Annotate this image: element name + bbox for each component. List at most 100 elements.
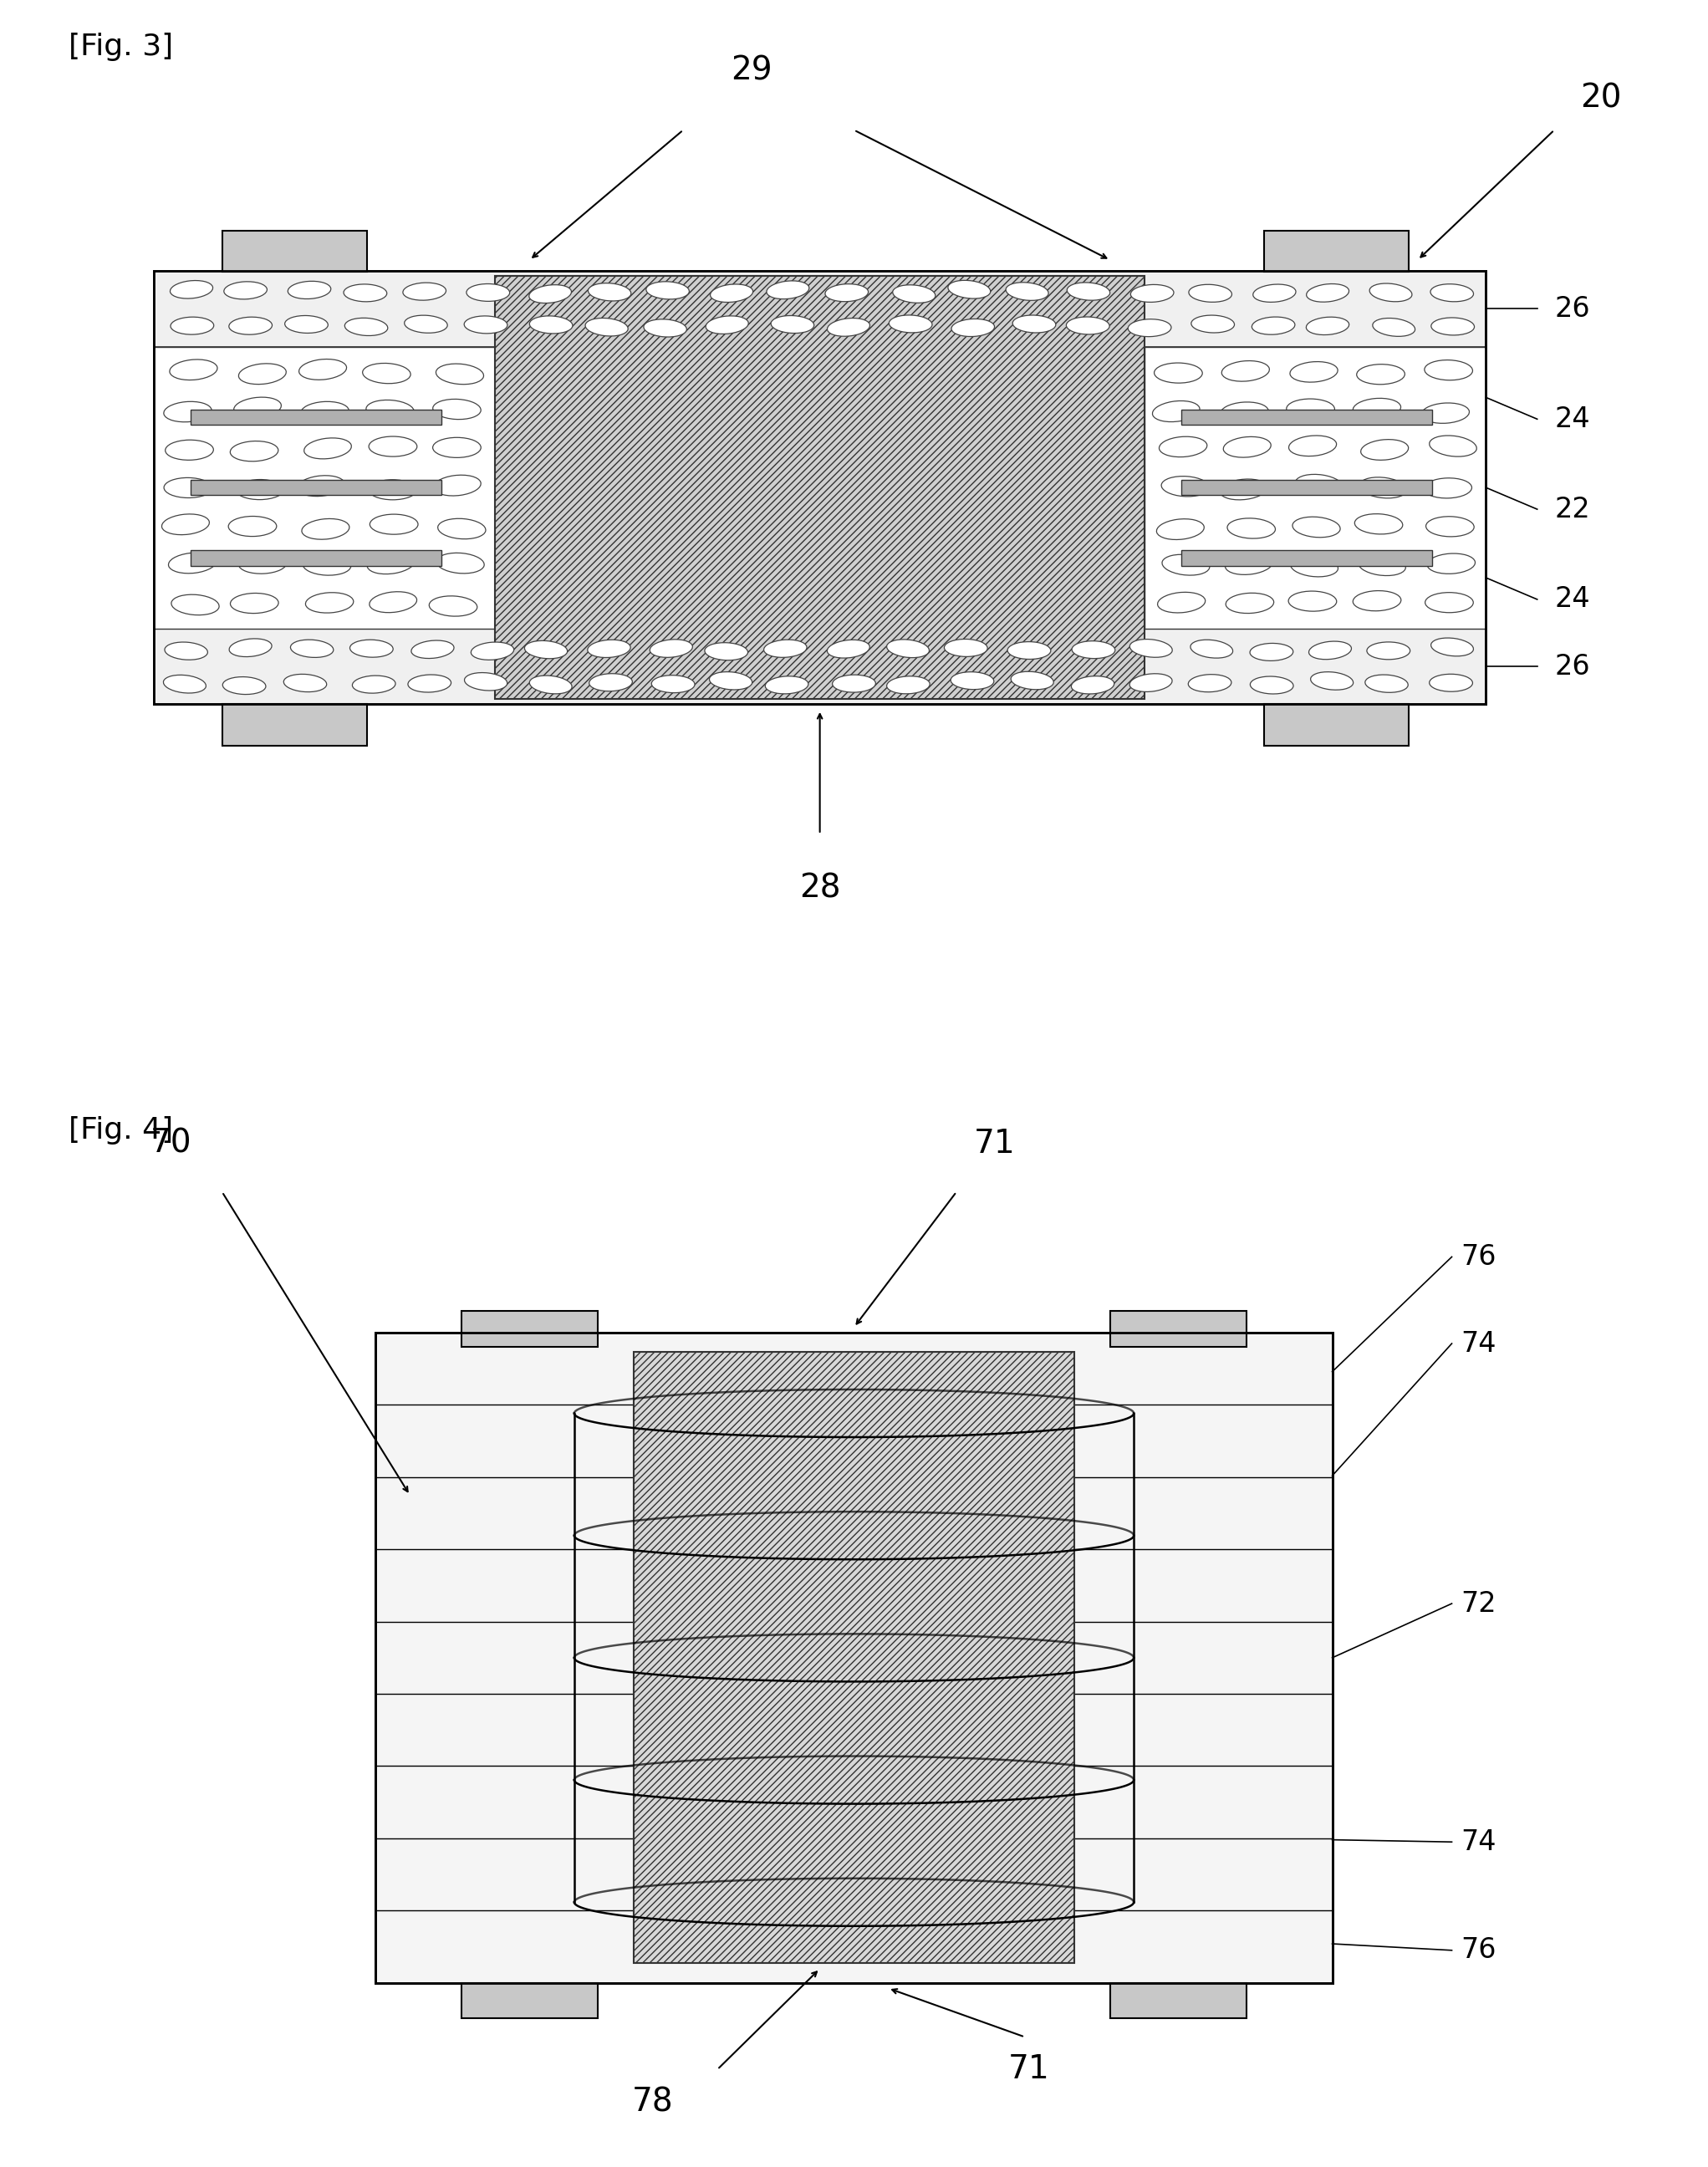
Ellipse shape bbox=[589, 674, 632, 691]
Ellipse shape bbox=[164, 401, 212, 423]
Ellipse shape bbox=[765, 676, 808, 693]
Bar bbox=[1264, 704, 1409, 745]
Ellipse shape bbox=[1226, 594, 1274, 613]
Ellipse shape bbox=[164, 477, 212, 498]
Ellipse shape bbox=[162, 514, 210, 535]
Ellipse shape bbox=[1225, 555, 1272, 574]
Ellipse shape bbox=[1153, 401, 1199, 423]
Ellipse shape bbox=[366, 401, 413, 420]
Ellipse shape bbox=[588, 284, 630, 301]
Ellipse shape bbox=[164, 674, 207, 693]
Text: 74: 74 bbox=[1460, 1331, 1496, 1357]
Ellipse shape bbox=[1158, 592, 1206, 613]
Ellipse shape bbox=[434, 475, 482, 496]
Bar bbox=[461, 1983, 598, 2020]
Ellipse shape bbox=[1073, 641, 1115, 659]
Ellipse shape bbox=[951, 672, 994, 689]
Ellipse shape bbox=[471, 641, 514, 661]
Ellipse shape bbox=[886, 639, 929, 657]
Ellipse shape bbox=[1424, 479, 1472, 498]
Ellipse shape bbox=[437, 553, 485, 574]
Ellipse shape bbox=[1426, 516, 1474, 537]
Ellipse shape bbox=[465, 316, 507, 334]
Ellipse shape bbox=[236, 479, 284, 501]
Ellipse shape bbox=[529, 316, 572, 334]
Ellipse shape bbox=[304, 438, 352, 459]
Ellipse shape bbox=[171, 316, 214, 334]
Ellipse shape bbox=[301, 401, 348, 423]
Ellipse shape bbox=[1295, 475, 1342, 496]
Ellipse shape bbox=[646, 282, 690, 299]
Text: 78: 78 bbox=[632, 2087, 673, 2117]
Ellipse shape bbox=[239, 553, 287, 574]
Ellipse shape bbox=[1424, 592, 1474, 613]
Bar bbox=[376, 1333, 1332, 1983]
Ellipse shape bbox=[306, 592, 354, 613]
Ellipse shape bbox=[345, 319, 388, 336]
Ellipse shape bbox=[285, 316, 328, 334]
Ellipse shape bbox=[239, 364, 287, 384]
Ellipse shape bbox=[1431, 319, 1474, 336]
Text: [Fig. 4]: [Fig. 4] bbox=[68, 1116, 173, 1144]
Ellipse shape bbox=[1160, 436, 1208, 457]
Bar bbox=[1182, 479, 1433, 496]
Text: 71: 71 bbox=[974, 1127, 1015, 1159]
Bar bbox=[1182, 550, 1433, 566]
Text: 76: 76 bbox=[1460, 1244, 1496, 1270]
Ellipse shape bbox=[1131, 284, 1173, 301]
Ellipse shape bbox=[432, 438, 482, 457]
Ellipse shape bbox=[888, 314, 933, 334]
Ellipse shape bbox=[169, 553, 217, 574]
Bar bbox=[1110, 1983, 1247, 2020]
Ellipse shape bbox=[886, 676, 929, 693]
Ellipse shape bbox=[1290, 436, 1336, 455]
Text: 24: 24 bbox=[1554, 405, 1590, 433]
Ellipse shape bbox=[1424, 360, 1472, 379]
Ellipse shape bbox=[229, 516, 277, 537]
Ellipse shape bbox=[222, 676, 266, 693]
Ellipse shape bbox=[231, 442, 278, 462]
Bar bbox=[154, 271, 1486, 347]
Ellipse shape bbox=[231, 594, 278, 613]
Ellipse shape bbox=[1066, 316, 1110, 334]
Ellipse shape bbox=[1356, 364, 1406, 384]
Bar bbox=[376, 1333, 1332, 1983]
Ellipse shape bbox=[709, 672, 752, 689]
Ellipse shape bbox=[171, 594, 219, 615]
Ellipse shape bbox=[352, 676, 396, 693]
Ellipse shape bbox=[1129, 674, 1172, 691]
Ellipse shape bbox=[1220, 479, 1267, 501]
Ellipse shape bbox=[1353, 399, 1401, 418]
Ellipse shape bbox=[1223, 438, 1271, 457]
Ellipse shape bbox=[649, 639, 692, 657]
Ellipse shape bbox=[1421, 403, 1469, 423]
Ellipse shape bbox=[466, 284, 509, 301]
Text: 70: 70 bbox=[150, 1127, 191, 1159]
Ellipse shape bbox=[1161, 555, 1209, 574]
Ellipse shape bbox=[166, 440, 214, 459]
Ellipse shape bbox=[1129, 639, 1172, 657]
Ellipse shape bbox=[465, 672, 507, 691]
Ellipse shape bbox=[1358, 555, 1406, 576]
Ellipse shape bbox=[825, 284, 868, 301]
Ellipse shape bbox=[284, 674, 326, 691]
Ellipse shape bbox=[1190, 639, 1233, 659]
Text: 26: 26 bbox=[1554, 295, 1590, 323]
Ellipse shape bbox=[1288, 592, 1337, 611]
Ellipse shape bbox=[1189, 284, 1231, 301]
Ellipse shape bbox=[1228, 518, 1276, 537]
Bar bbox=[154, 271, 1486, 704]
Ellipse shape bbox=[369, 436, 417, 457]
Bar bbox=[222, 232, 367, 273]
Ellipse shape bbox=[1250, 676, 1293, 693]
Bar bbox=[495, 277, 1144, 700]
Ellipse shape bbox=[1252, 316, 1295, 334]
Bar bbox=[191, 550, 442, 566]
Bar bbox=[1182, 410, 1433, 425]
Bar bbox=[461, 1311, 598, 1346]
Ellipse shape bbox=[1011, 672, 1054, 689]
Ellipse shape bbox=[429, 596, 477, 615]
Ellipse shape bbox=[302, 518, 350, 540]
Ellipse shape bbox=[1008, 641, 1050, 659]
Ellipse shape bbox=[1354, 514, 1402, 533]
